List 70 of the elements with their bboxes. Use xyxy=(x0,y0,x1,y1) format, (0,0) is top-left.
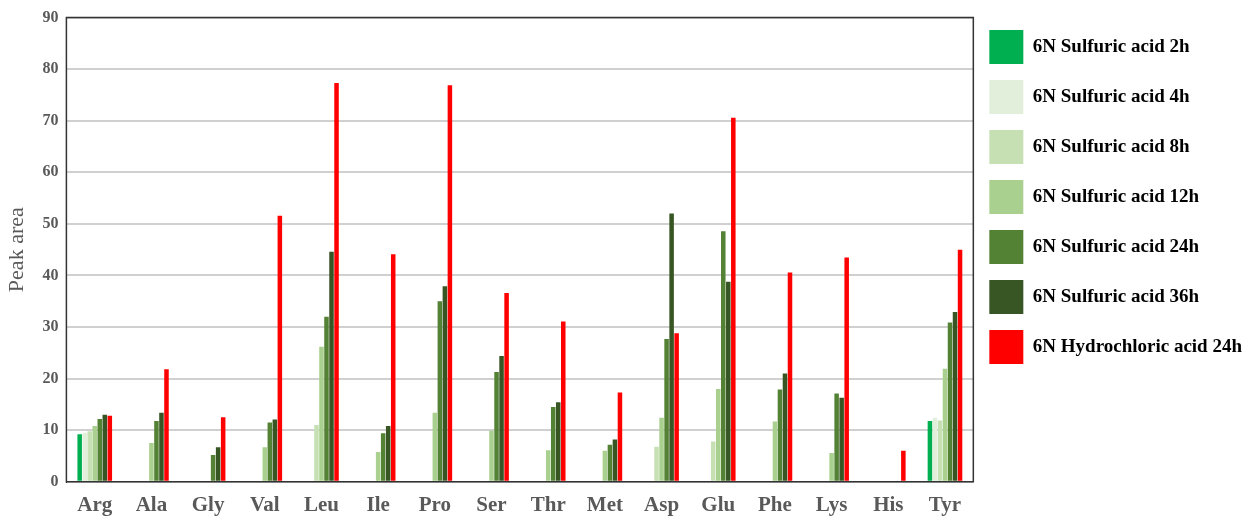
bar xyxy=(901,450,906,481)
y-tick-label: 30 xyxy=(42,317,59,335)
bar xyxy=(82,432,87,481)
x-tick-label: Tyr xyxy=(928,491,962,516)
legend-label: 6N Sulfuric acid 24h xyxy=(1032,234,1200,256)
y-tick-label: 20 xyxy=(42,368,59,386)
bar xyxy=(159,412,164,481)
y-tick-label: 40 xyxy=(42,265,59,283)
bar xyxy=(77,434,82,481)
bar xyxy=(499,355,504,481)
bar xyxy=(731,117,736,481)
x-tick-label: Lys xyxy=(815,491,848,516)
bar xyxy=(829,452,834,481)
bar xyxy=(149,443,154,481)
bar xyxy=(154,420,159,481)
y-tick-label: 70 xyxy=(42,110,59,128)
legend-label: 6N Sulfuric acid 2h xyxy=(1032,34,1191,56)
x-tick-label: Thr xyxy=(530,491,566,516)
bar xyxy=(324,316,329,481)
bar xyxy=(489,430,494,481)
bar xyxy=(334,83,339,481)
bar xyxy=(772,421,778,481)
bar xyxy=(659,417,664,481)
bar xyxy=(92,426,97,481)
x-tick-label: Leu xyxy=(303,491,340,516)
legend-label: 6N Hydrochloric acid 24h xyxy=(1032,334,1243,356)
legend-label: 6N Sulfuric acid 12h xyxy=(1032,184,1200,206)
bar xyxy=(319,346,324,481)
legend-label: 6N Sulfuric acid 8h xyxy=(1032,134,1191,156)
y-tick-label: 80 xyxy=(42,59,59,77)
bar xyxy=(715,388,721,481)
x-tick-label: Gly xyxy=(191,491,225,516)
bar xyxy=(726,281,731,481)
x-tick-label: Phe xyxy=(758,491,792,516)
bar xyxy=(664,338,669,481)
bar xyxy=(669,213,674,481)
bar xyxy=(329,251,334,481)
bar xyxy=(839,397,844,481)
x-tick-label: Ile xyxy=(366,491,390,516)
x-tick-label: Met xyxy=(586,491,623,516)
bar xyxy=(545,450,551,481)
bar xyxy=(267,422,273,481)
x-tick-label: Val xyxy=(250,491,280,516)
y-tick-label: 10 xyxy=(42,420,59,438)
bar xyxy=(561,321,566,481)
x-tick-label: Ala xyxy=(135,491,168,516)
bar xyxy=(314,425,319,481)
bar xyxy=(844,257,849,481)
y-tick-label: 50 xyxy=(42,214,59,232)
x-tick-label: Asp xyxy=(644,491,680,516)
bar xyxy=(834,393,839,481)
x-tick-label: Ser xyxy=(476,491,507,516)
x-tick-label: His xyxy=(873,491,904,516)
y-tick-label: 0 xyxy=(50,471,59,489)
y-axis-title: Peak area xyxy=(2,207,28,293)
x-tick-label: Pro xyxy=(418,491,451,516)
y-tick-label: 60 xyxy=(42,162,59,180)
bar xyxy=(504,293,509,481)
y-tick-label: 90 xyxy=(42,7,59,25)
legend-label: 6N Sulfuric acid 4h xyxy=(1032,84,1191,106)
x-tick-label: Glu xyxy=(701,491,736,516)
bar xyxy=(721,231,726,481)
bar xyxy=(494,371,499,481)
bar xyxy=(164,369,169,481)
legend-label: 6N Sulfuric acid 36h xyxy=(1032,284,1200,306)
bar xyxy=(555,402,561,481)
bar xyxy=(87,431,92,481)
x-tick-label: Arg xyxy=(77,491,113,516)
bar xyxy=(654,446,659,481)
bar xyxy=(674,333,679,481)
